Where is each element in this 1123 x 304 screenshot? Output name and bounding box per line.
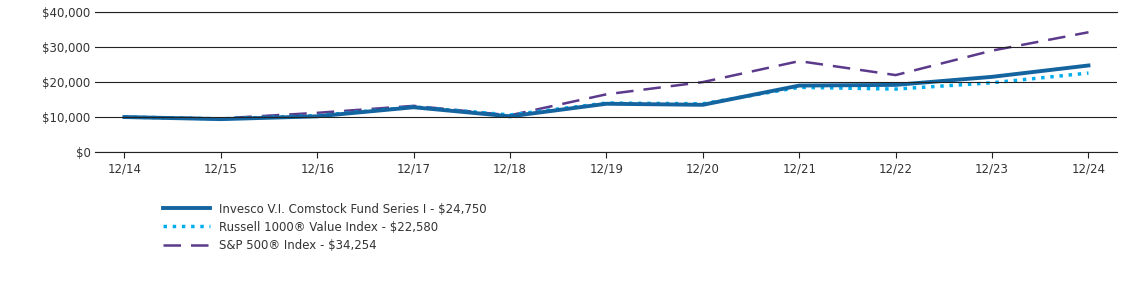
- Legend: Invesco V.I. Comstock Fund Series I - $24,750, Russell 1000® Value Index - $22,5: Invesco V.I. Comstock Fund Series I - $2…: [163, 203, 487, 252]
